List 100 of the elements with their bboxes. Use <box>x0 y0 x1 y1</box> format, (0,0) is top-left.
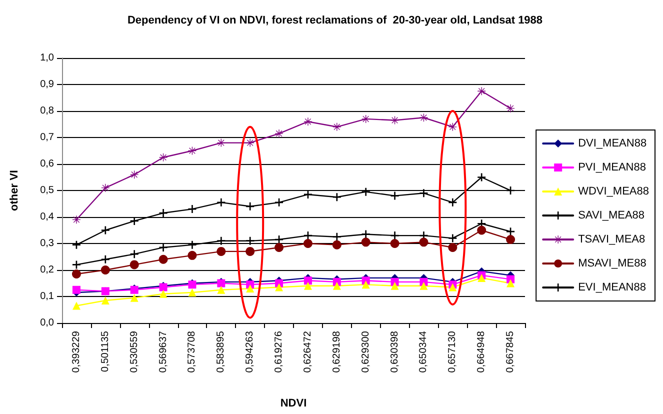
point <box>390 282 399 290</box>
point <box>130 170 138 179</box>
point <box>362 280 370 289</box>
x-tick-label: 0,664948 <box>476 330 488 373</box>
point <box>448 242 458 252</box>
x-tick-label: 0,569637 <box>158 330 169 373</box>
point <box>506 235 516 244</box>
point <box>478 173 486 182</box>
point <box>390 239 400 248</box>
point <box>478 274 486 282</box>
y-tick-label: 0,7 <box>40 132 54 143</box>
legend-label: TSAVI_MEA8 <box>578 234 646 246</box>
point <box>217 236 226 245</box>
point <box>101 184 110 192</box>
x-tick-label: 0,629198 <box>331 330 342 373</box>
point <box>448 234 457 242</box>
point <box>72 260 80 269</box>
point <box>506 279 515 288</box>
point <box>72 286 80 294</box>
point <box>332 240 342 250</box>
y-tick-label: 0,6 <box>40 158 54 170</box>
chart-title: Dependency of VI on NDVI, forest reclamations of 20-30-year old, Landsat 1988 <box>127 14 543 26</box>
legend-label: PVI_MEAN88 <box>578 162 646 174</box>
point <box>332 193 341 202</box>
point <box>130 250 138 258</box>
point <box>275 283 284 292</box>
point <box>216 246 226 256</box>
point <box>304 118 312 126</box>
y-tick-label: 1,0 <box>40 52 54 64</box>
point <box>274 242 284 252</box>
point <box>188 288 196 297</box>
point <box>72 216 80 224</box>
x-tick-label: 0,650344 <box>418 330 430 373</box>
point <box>246 236 254 245</box>
point <box>390 232 399 240</box>
point <box>506 104 515 112</box>
legend-label: WDVI_MEA88 <box>578 186 650 198</box>
point <box>130 294 138 302</box>
point <box>332 282 341 290</box>
point <box>72 240 80 249</box>
point <box>303 239 312 248</box>
x-tick-label: 0,594263 <box>244 330 256 373</box>
point <box>101 226 110 234</box>
point <box>362 114 370 123</box>
x-tick-label: 0,629300 <box>360 330 372 373</box>
point <box>72 302 80 310</box>
y-tick-label: 0,0 <box>40 318 54 328</box>
point <box>390 192 399 200</box>
point <box>101 255 110 264</box>
x-tick-label: 0,501135 <box>100 330 111 372</box>
x-tick-label: 0,630398 <box>389 330 400 373</box>
y-axis-title: other VI <box>8 170 20 211</box>
point <box>188 250 197 260</box>
point <box>420 189 428 198</box>
point <box>246 246 255 256</box>
point <box>159 209 168 218</box>
point <box>188 205 196 214</box>
x-tick-label: 0,667845 <box>505 330 516 373</box>
y-tick-label: 0,4 <box>40 212 54 222</box>
point <box>217 198 226 206</box>
point <box>448 198 457 206</box>
y-tick-label: 0,8 <box>40 106 54 116</box>
point <box>419 238 428 247</box>
point <box>362 188 370 196</box>
point <box>448 122 457 131</box>
point <box>188 240 196 249</box>
legend-label: MSAVI_ME88 <box>578 258 646 270</box>
point <box>159 243 168 252</box>
point <box>246 284 254 293</box>
point <box>477 226 486 235</box>
point <box>100 266 110 274</box>
point <box>159 153 168 162</box>
point <box>275 130 284 138</box>
point <box>246 138 254 147</box>
point <box>304 282 312 290</box>
point <box>158 254 168 264</box>
x-tick-label: 0,530559 <box>128 330 140 373</box>
point <box>217 138 226 147</box>
y-tick-label: 0,3 <box>40 238 54 249</box>
point <box>217 286 226 294</box>
y-tick-label: 0,9 <box>40 79 54 90</box>
y-tick-label: 0,5 <box>40 185 54 196</box>
x-tick-label: 0,619276 <box>274 330 285 373</box>
point <box>101 296 110 304</box>
legend-label: DVI_MEAN88 <box>578 138 647 150</box>
point <box>72 269 81 278</box>
point <box>362 230 370 238</box>
point <box>361 238 370 247</box>
x-tick-label: 0,657130 <box>447 330 458 373</box>
y-tick-label: 0,1 <box>40 291 54 302</box>
x-tick-label: 0,583895 <box>216 330 227 373</box>
legend-label: EVI_MEAN88 <box>578 282 646 294</box>
point <box>332 232 341 241</box>
y-tick-label: 0,2 <box>40 264 54 276</box>
point <box>159 290 168 298</box>
point <box>448 283 457 292</box>
point <box>304 276 312 285</box>
point <box>420 282 428 290</box>
x-tick-label: 0,393229 <box>70 330 82 373</box>
legend-label: SAVI_MEA88 <box>578 210 645 222</box>
